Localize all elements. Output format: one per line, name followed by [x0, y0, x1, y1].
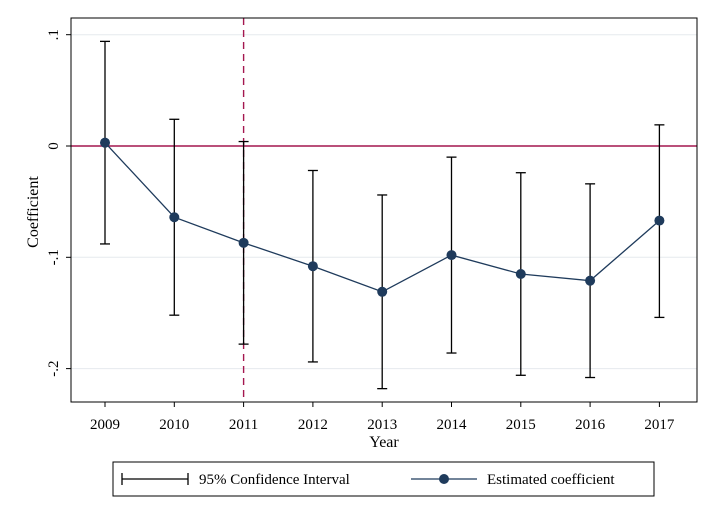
x-tick-label-2013: 2013 — [367, 417, 397, 433]
x-tick-label-2016: 2016 — [575, 417, 606, 433]
y-tick-label-0: .1 — [46, 29, 62, 40]
x-tick-label-2010: 2010 — [159, 417, 189, 433]
point-2012 — [307, 261, 318, 272]
axes: .1 0 -.1 -.2 2009 2010 2011 2012 2013 2014 2015 201… — [46, 17, 698, 433]
y-tick-label-2: -.1 — [46, 249, 62, 265]
x-tick-label-2011: 2011 — [229, 417, 258, 433]
point-2010 — [169, 212, 180, 223]
x-tick-label-2015: 2015 — [506, 417, 536, 433]
series-estimated-coefficient — [100, 137, 665, 297]
legend-series-label: Estimated coefficient — [487, 472, 615, 488]
legend-ci-label: 95% Confidence Interval — [199, 472, 350, 488]
point-2017 — [654, 215, 665, 226]
legend-ci-symbol — [121, 473, 189, 485]
x-tick-label-2012: 2012 — [298, 417, 328, 433]
y-tick-label-3: -.2 — [46, 360, 62, 376]
point-2015 — [515, 269, 526, 279]
x-tick-label-2014: 2014 — [437, 417, 468, 433]
point-2011 — [238, 237, 249, 248]
legend: 95% Confidence Interval Estimated coeffi… — [112, 461, 655, 497]
x-axis-title: Year — [369, 434, 399, 451]
point-2009 — [100, 137, 110, 148]
legend-box — [112, 461, 655, 497]
legend-series-symbol — [411, 474, 477, 484]
y-tick-label-1: 0 — [46, 142, 62, 150]
point-2014 — [446, 250, 457, 261]
point-2013 — [377, 286, 388, 297]
x-tick-label-2017: 2017 — [644, 417, 675, 433]
y-axis-title: Coefficient — [25, 176, 42, 248]
plot-frame — [70, 17, 698, 403]
x-tick-label-2009: 2009 — [90, 417, 120, 433]
point-2016 — [585, 275, 596, 286]
